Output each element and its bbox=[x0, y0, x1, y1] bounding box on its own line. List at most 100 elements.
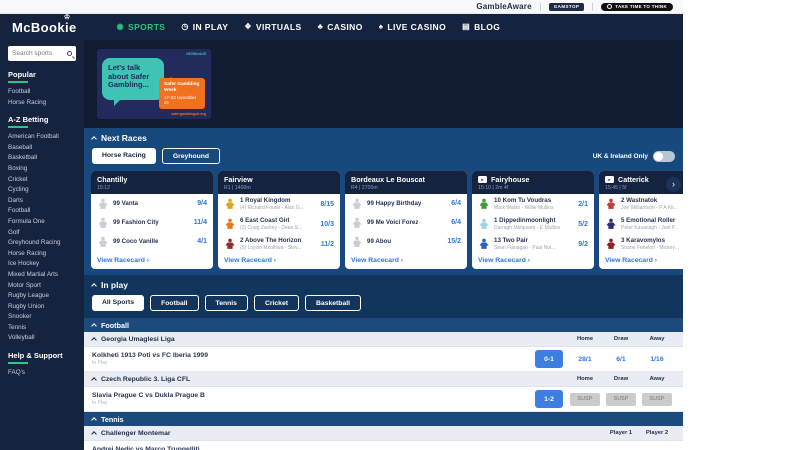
sidebar-item-faq-s[interactable]: FAQ's bbox=[8, 369, 25, 377]
divider bbox=[592, 2, 594, 11]
runner-odds-button[interactable]: 11/4 bbox=[193, 219, 207, 226]
nav-item-live-casino[interactable]: ♠ LIVE CASINO bbox=[379, 22, 446, 32]
view-racecard-link[interactable]: View Racecard › bbox=[97, 257, 150, 264]
view-racecard-link[interactable]: View Racecard › bbox=[224, 257, 277, 264]
runner-row[interactable]: 10 Kom Tu Voudras Mark Walsh - Willie Mul… bbox=[472, 194, 594, 214]
odds-button[interactable]: SUSP bbox=[639, 392, 675, 406]
runner-odds-button[interactable]: 4/1 bbox=[197, 238, 207, 245]
sidebar-item-rugby-union[interactable]: Rugby Union bbox=[8, 302, 45, 310]
uk-ireland-toggle[interactable] bbox=[653, 150, 675, 162]
nav-item-casino[interactable]: ♣ CASINO bbox=[318, 22, 363, 32]
in-play-tab-football[interactable]: Football bbox=[150, 295, 199, 311]
runner-odds-button[interactable]: 9/4 bbox=[197, 200, 207, 207]
sidebar-item-motor-sport[interactable]: Motor Sport bbox=[8, 281, 41, 289]
in-play-tab-all-sports[interactable]: All Sports bbox=[92, 295, 145, 311]
sidebar-item-cycling[interactable]: Cycling bbox=[8, 186, 29, 194]
collapse-chevron-icon bbox=[91, 431, 97, 437]
match-odds-group: 1-2 SUSP SUSP SUSP bbox=[535, 390, 675, 408]
runner-odds-button[interactable]: 11/2 bbox=[320, 240, 334, 248]
carousel-next-button[interactable]: › bbox=[666, 177, 681, 192]
tab-greyhound[interactable]: Greyhound bbox=[161, 148, 221, 164]
runner-row[interactable]: 2 Wastnatok Joe Williamson - P A Kir... bbox=[599, 194, 683, 214]
in-play-tab-basketball[interactable]: Basketball bbox=[305, 295, 362, 311]
runner-odds-button[interactable]: 9/2 bbox=[578, 240, 588, 248]
runner-odds-button[interactable]: 2/1 bbox=[578, 200, 588, 208]
runner-row[interactable]: 1 Royal Kingdom (4) Richard Fourie - Alan… bbox=[218, 194, 340, 214]
sidebar-item-volleyball[interactable]: Volleyball bbox=[8, 334, 35, 342]
sidebar-item-rugby-league[interactable]: Rugby League bbox=[8, 292, 49, 300]
sidebar-item-horse-racing[interactable]: Horse Racing bbox=[8, 249, 47, 257]
sidebar-item-football[interactable]: Football bbox=[8, 207, 31, 215]
runner-row[interactable]: 3 Karavomylos Shane Fenelon - Mickey... bbox=[599, 234, 683, 254]
odds-column-label: Home bbox=[576, 336, 594, 342]
odds-button[interactable]: 6/1 bbox=[616, 355, 626, 363]
take-time-to-think-badge[interactable]: TAKE TIME TO THINK bbox=[601, 2, 673, 11]
in-play-tab-tennis[interactable]: Tennis bbox=[204, 295, 248, 311]
view-racecard-link[interactable]: View Racecard › bbox=[478, 257, 531, 264]
runner-odds-button[interactable]: 8/15 bbox=[320, 200, 334, 208]
sidebar-item-horse-racing[interactable]: Horse Racing bbox=[8, 98, 47, 106]
runner-odds-button[interactable]: 5/2 bbox=[578, 220, 588, 228]
odds-column-label: Home bbox=[576, 376, 594, 382]
runner-odds-button[interactable]: 6/4 bbox=[451, 200, 461, 207]
sidebar-item-cricket[interactable]: Cricket bbox=[8, 175, 28, 183]
runner-row[interactable]: 6 East Coast Girl (2) Craig Zackey - Dean… bbox=[218, 214, 340, 234]
odds-column-label: Away bbox=[649, 336, 665, 342]
nav-item-blog[interactable]: ▤ BLOG bbox=[462, 22, 500, 32]
sidebar-item-boxing[interactable]: Boxing bbox=[8, 164, 28, 172]
sidebar-item-snooker[interactable]: Snooker bbox=[8, 313, 32, 321]
runner-odds-button[interactable]: 6/4 bbox=[451, 219, 461, 226]
odds-button[interactable]: SUSP bbox=[567, 392, 603, 406]
sidebar-item-baseball[interactable]: Baseball bbox=[8, 143, 33, 151]
league-header-czech-republic-3-liga-cfl[interactable]: Czech Republic 3. Liga CFL Home Draw Away bbox=[84, 372, 683, 387]
sidebar-item-mixed-martial-arts[interactable]: Mixed Martial Arts bbox=[8, 270, 59, 278]
runner-odds-button[interactable]: 10/3 bbox=[320, 220, 334, 228]
sidebar-item-greyhound-racing[interactable]: Greyhound Racing bbox=[8, 239, 61, 247]
league-header-georgia-umaglesi-liga[interactable]: Georgia Umaglesi Liga Home Draw Away bbox=[84, 332, 683, 347]
view-racecard-link[interactable]: View Racecard › bbox=[351, 257, 404, 264]
runner-row[interactable]: 5 Emotional Roller Peter Kavanagh - Joel … bbox=[599, 214, 683, 234]
sidebar-item-tennis[interactable]: Tennis bbox=[8, 323, 27, 331]
odds-button[interactable]: 1/16 bbox=[650, 355, 664, 363]
nav-item-virtuals[interactable]: ❖ VIRTUALS bbox=[244, 22, 301, 32]
league-header-challenger-montemar[interactable]: Challenger Montemar Player 1 Player 2 bbox=[84, 426, 683, 441]
next-races-header[interactable]: Next Races bbox=[84, 128, 683, 147]
sidebar-item-formula-one[interactable]: Formula One bbox=[8, 217, 45, 225]
sport-bar-football[interactable]: Football bbox=[84, 318, 683, 332]
score-badge: 0-1 bbox=[535, 350, 563, 368]
sidebar-section-title: A-Z Betting bbox=[8, 115, 76, 128]
runner-row[interactable]: 99 Me Voici Forez 6/4 bbox=[345, 213, 467, 232]
tab-horse-racing[interactable]: Horse Racing bbox=[92, 148, 156, 164]
sidebar-item-football[interactable]: Football bbox=[8, 88, 31, 95]
sidebar-item-american-football[interactable]: American Football bbox=[8, 133, 59, 141]
mcbookie-logo[interactable]: ♔ McBookie bbox=[12, 14, 77, 35]
runner-row[interactable]: 2 Above The Horizon (5) Loyiso Mxothwa - … bbox=[218, 234, 340, 254]
gamstop-badge[interactable]: GAMSTOP bbox=[548, 2, 585, 11]
runner-row[interactable]: 99 Abou 15/2 bbox=[345, 232, 467, 251]
in-play-header[interactable]: In play bbox=[84, 275, 683, 294]
search-input[interactable] bbox=[12, 50, 66, 57]
sidebar-item-golf[interactable]: Golf bbox=[8, 228, 20, 236]
nav-item-in-play[interactable]: ◷ IN PLAY bbox=[181, 22, 228, 32]
runner-row[interactable]: 13 Two Pair Sean Flanagan - Paul Nol... 9/… bbox=[472, 234, 594, 254]
odds-button[interactable]: 28/1 bbox=[578, 355, 592, 363]
runner-row[interactable]: 99 Vanta 9/4 bbox=[91, 194, 213, 213]
sport-bar-tennis[interactable]: Tennis bbox=[84, 412, 683, 426]
sidebar-item-ice-hockey[interactable]: Ice Hockey bbox=[8, 260, 40, 268]
gambleaware-logo[interactable]: GambleAware bbox=[476, 2, 532, 11]
runner-row[interactable]: 99 Fashion City 11/4 bbox=[91, 213, 213, 232]
runner-odds-button[interactable]: 15/2 bbox=[447, 238, 461, 245]
sidebar-item-basketball[interactable]: Basketball bbox=[8, 154, 38, 162]
in-play-tab-cricket[interactable]: Cricket bbox=[253, 295, 299, 311]
match-teams: Slavia Prague C vs Dukla Prague B bbox=[92, 391, 205, 399]
match-row: Slavia Prague C vs Dukla Prague B In Play… bbox=[84, 387, 683, 412]
search-icon[interactable] bbox=[67, 51, 72, 56]
runner-row[interactable]: 1 Dippedinmoonlight Darragh Mulqueen - E … bbox=[472, 214, 594, 234]
odds-button[interactable]: SUSP bbox=[603, 392, 639, 406]
view-racecard-link[interactable]: View Racecard › bbox=[605, 257, 658, 264]
runner-row[interactable]: 99 Coco Vanille 4/1 bbox=[91, 232, 213, 251]
sidebar-item-darts[interactable]: Darts bbox=[8, 196, 24, 204]
safer-gambling-banner[interactable]: #SGWeek25 Let's talk about Safer Gamblin… bbox=[97, 49, 211, 119]
nav-item-sports[interactable]: ◉ SPORTS bbox=[117, 22, 166, 32]
runner-row[interactable]: 99 Happy Birthday 6/4 bbox=[345, 194, 467, 213]
